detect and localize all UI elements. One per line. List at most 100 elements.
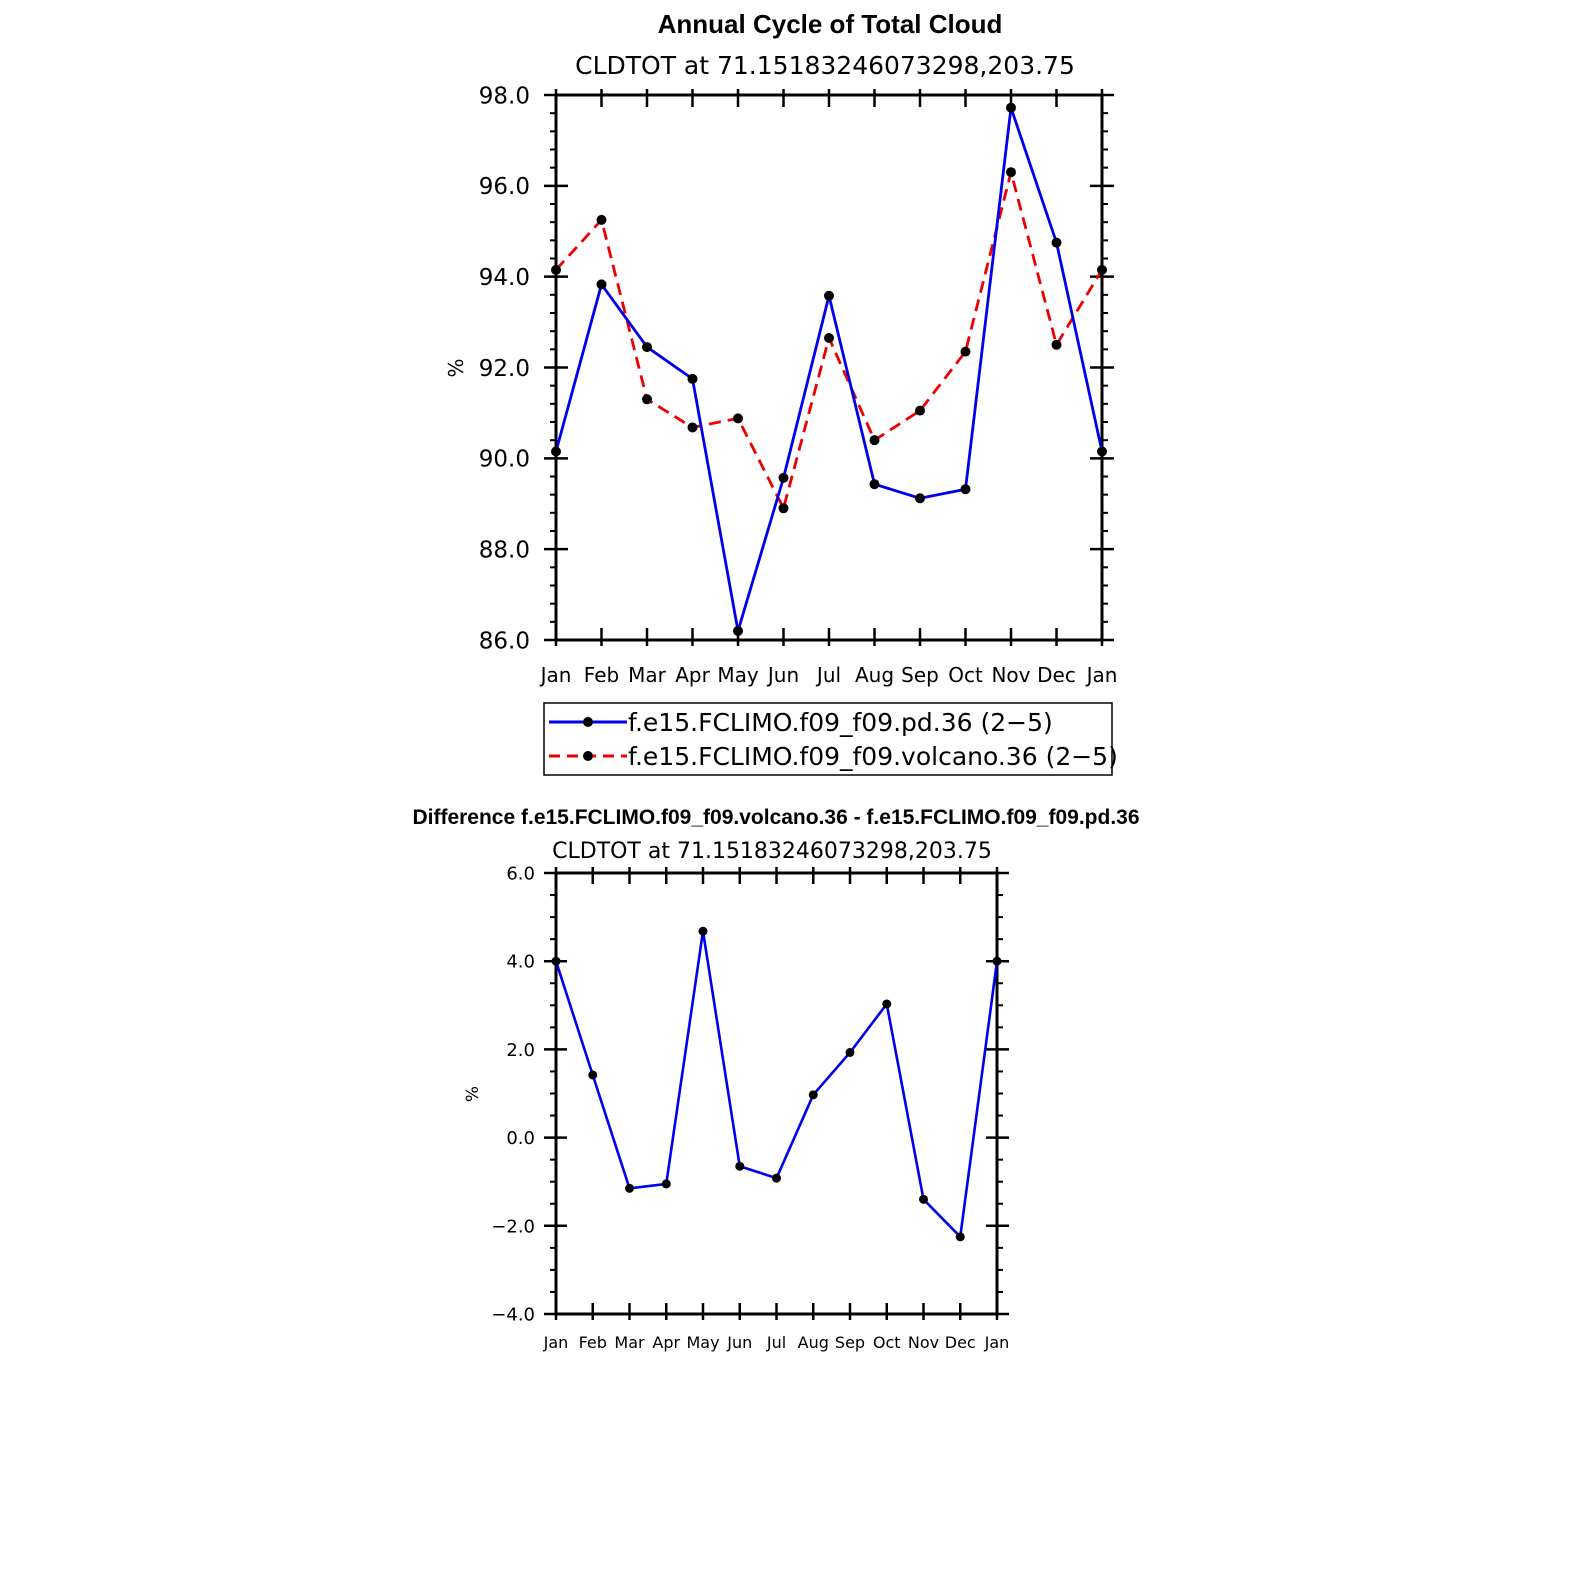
- y-tick-label: 94.0: [479, 265, 530, 291]
- data-point: [642, 394, 652, 405]
- x-tick-label: Nov: [991, 663, 1030, 687]
- x-tick-label: May: [686, 1333, 719, 1352]
- y-tick-label: 88.0: [479, 537, 530, 563]
- legend-box: [543, 702, 1113, 776]
- data-point: [733, 413, 743, 424]
- y-tick-label: 4.0: [506, 952, 535, 973]
- data-point: [869, 479, 880, 490]
- x-tick-label: Jun: [766, 663, 799, 687]
- data-point: [778, 472, 789, 483]
- data-point: [596, 279, 607, 290]
- x-tick-label: Jul: [766, 1333, 786, 1352]
- x-tick-label: Aug: [855, 663, 894, 687]
- series-line: [554, 929, 999, 1239]
- data-series: [551, 926, 1002, 1242]
- chart-subtitle: CLDTOT at 71.15183246073298,203.75: [552, 839, 992, 864]
- data-point: [919, 1194, 928, 1204]
- data-point: [687, 422, 698, 433]
- y-tick-label: 96.0: [479, 174, 530, 200]
- x-tick-label: Oct: [948, 663, 983, 687]
- data-point: [642, 342, 652, 353]
- axis-ticks: [544, 89, 1114, 646]
- data-point: [687, 373, 698, 384]
- data-point: [735, 1161, 745, 1171]
- legend-label-pd: f.e15.FCLIMO.f09_f09.pd.36 (2−5): [628, 708, 1053, 737]
- legend-label-volcano: f.e15.FCLIMO.f09_f09.volcano.36 (2−5): [628, 742, 1118, 771]
- x-tick-label: Apr: [652, 1333, 680, 1352]
- data-series: [551, 102, 1107, 636]
- y-tick-label: 92.0: [479, 356, 530, 382]
- x-tick-label: Jan: [539, 663, 572, 687]
- data-point: [1051, 339, 1062, 350]
- x-tick-labels: Jan Feb Mar Apr May Jun Jul Aug Sep Oct Nov Dec Jan: [539, 663, 1118, 687]
- y-tick-labels: −4.0 −2.0 0.0 2.0 4.0 6.0: [491, 863, 535, 1325]
- legend-marker-volcano: [583, 751, 593, 761]
- x-tick-label: Mar: [614, 1333, 645, 1352]
- data-point: [869, 435, 880, 446]
- y-axis-label: %: [444, 358, 468, 377]
- x-tick-label: Nov: [908, 1333, 939, 1352]
- data-point: [808, 1090, 818, 1100]
- x-tick-label: Sep: [835, 1333, 865, 1352]
- series-line: [554, 106, 1104, 633]
- plot-frame: [554, 871, 999, 1316]
- data-point: [824, 290, 834, 301]
- data-point: [1097, 264, 1107, 275]
- data-point: [596, 214, 607, 225]
- y-axis-label: %: [463, 1086, 483, 1102]
- y-tick-labels: 86.0 88.0 90.0 92.0 94.0 96.0 98.0: [479, 83, 530, 654]
- data-point: [733, 625, 743, 636]
- legend-marker-pd: [583, 717, 593, 727]
- data-point: [551, 956, 561, 966]
- x-tick-label: Jan: [984, 1333, 1010, 1352]
- difference-chart: Difference f.e15.FCLIMO.f09_f09.volcano.…: [412, 806, 1139, 1352]
- y-tick-label: 2.0: [506, 1040, 535, 1061]
- x-tick-label: Jan: [543, 1333, 569, 1352]
- y-tick-label: 0.0: [506, 1128, 535, 1149]
- data-point: [915, 493, 925, 504]
- data-point: [625, 1183, 634, 1193]
- y-tick-label: 86.0: [479, 628, 530, 654]
- data-point: [960, 484, 971, 495]
- y-tick-label: −4.0: [491, 1304, 535, 1325]
- data-point: [1006, 102, 1016, 113]
- data-point: [882, 999, 892, 1009]
- x-tick-label: Jun: [726, 1333, 752, 1352]
- x-tick-label: Apr: [675, 663, 710, 687]
- data-point: [915, 405, 925, 416]
- data-point: [1006, 167, 1016, 178]
- x-tick-label: Oct: [873, 1333, 901, 1352]
- x-tick-label: Feb: [579, 1333, 607, 1352]
- y-tick-label: 98.0: [479, 83, 530, 109]
- data-point: [698, 926, 708, 936]
- x-tick-label: Feb: [584, 663, 619, 687]
- data-point: [661, 1179, 671, 1189]
- chart-title: Annual Cycle of Total Cloud: [658, 9, 1003, 39]
- x-tick-label: Aug: [798, 1333, 829, 1352]
- data-point: [845, 1047, 855, 1057]
- data-point: [551, 446, 561, 457]
- x-tick-label: May: [717, 663, 759, 687]
- axis-ticks: [544, 867, 1009, 1320]
- y-tick-label: 6.0: [506, 863, 535, 884]
- data-point: [588, 1070, 598, 1080]
- data-point: [992, 956, 1002, 966]
- data-point: [960, 346, 971, 357]
- x-tick-label: Mar: [628, 663, 667, 687]
- chart-title: Difference f.e15.FCLIMO.f09_f09.volcano.…: [412, 806, 1139, 829]
- chart-subtitle: CLDTOT at 71.15183246073298,203.75: [575, 51, 1075, 80]
- x-tick-label: Jan: [1085, 663, 1118, 687]
- data-point: [955, 1232, 965, 1242]
- x-tick-label: Dec: [1037, 663, 1076, 687]
- x-tick-label: Jul: [815, 663, 841, 687]
- data-point: [778, 503, 789, 514]
- x-tick-label: Dec: [945, 1333, 976, 1352]
- y-tick-label: −2.0: [491, 1216, 535, 1237]
- y-tick-label: 90.0: [479, 447, 530, 473]
- annual-cycle-chart: Annual Cycle of Total Cloud CLDTOT at 71…: [444, 9, 1118, 776]
- data-point: [772, 1173, 781, 1183]
- data-point: [1097, 446, 1107, 457]
- data-point: [824, 332, 834, 343]
- x-tick-label: Sep: [901, 663, 939, 687]
